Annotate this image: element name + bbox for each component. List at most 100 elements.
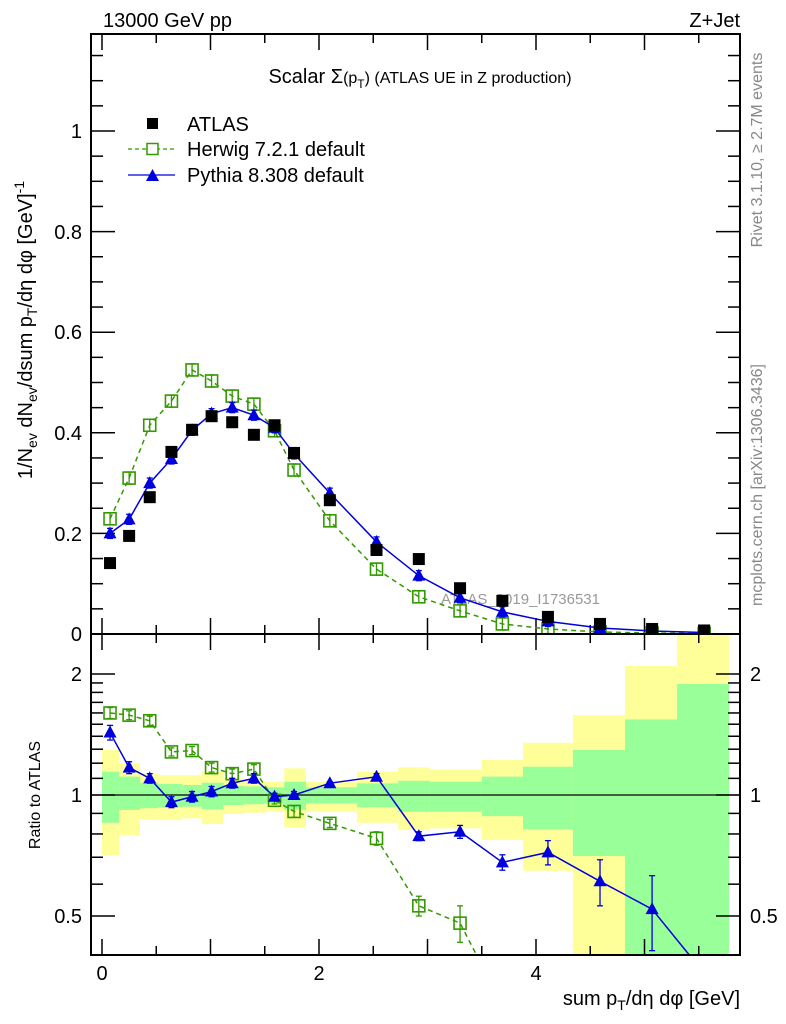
green-band-bin [429,781,482,812]
energy-label: 13000 GeV pp [103,10,232,32]
pythia-point [412,829,426,842]
pythia-point [453,590,467,603]
pythia-point [495,855,509,868]
herwig-point [369,831,384,846]
green-band-bin [522,766,573,830]
ratio-tick-label: 2 [71,664,82,686]
atlas-point [143,491,156,504]
atlas-point [454,582,467,595]
plot-frame [90,33,741,956]
green-band-bin [481,776,523,817]
rivet-version-label: Rivet 3.1.10, ≥ 2.7M events [749,53,766,248]
ratio-series [103,706,690,955]
green-band-bin [572,750,625,857]
herwig-point [412,589,426,604]
herwig-point [287,463,301,477]
ratio-tick-label: 0.5 [54,906,82,928]
herwig-point [412,899,426,913]
herwig-point [453,604,467,618]
herwig-line [109,368,705,634]
process-label: Z+Jet [689,10,740,32]
ratio-tick-label-right: 2 [750,664,761,686]
atlas-point [205,410,218,423]
atlas-point [646,622,659,634]
atlas-point [698,624,711,634]
pythia-point [370,769,384,782]
y-tick-label: 1 [71,121,82,143]
atlas-point [323,494,336,507]
pythia-point [122,760,136,773]
herwig-point [122,471,136,485]
atlas-point [288,446,301,459]
herwig-point [103,706,117,720]
pythia-point [287,788,301,800]
green-band-bin [398,780,430,812]
legend-label: Pythia 8.308 default [187,165,364,187]
herwig-point [323,514,337,528]
green-band-bin [677,683,730,955]
green-band-bin [119,776,140,810]
x-tick-label: 4 [530,963,541,985]
legend-herwig-marker [146,142,159,156]
atlas-point [370,543,383,556]
herwig-point [185,743,199,758]
pythia-line [109,406,705,634]
pythia-point [247,408,261,421]
main-series [103,363,711,634]
herwig-point [103,512,117,526]
pythia-point [495,604,509,617]
ratio-y-axis-label: Ratio to ATLAS [27,741,44,849]
atlas-point [186,423,199,436]
atlas-point [541,610,554,623]
herwig-point [185,363,199,377]
pythia-point [103,725,117,738]
y-tick-label: 0.6 [54,322,82,344]
pythia-point [143,771,157,784]
ratio-tick-label: 1 [71,785,82,807]
atlas-point [594,617,607,630]
herwig-point [287,804,301,819]
green-band-bin [624,719,678,955]
legend: ATLAS Herwig 7.2.1 default Pythia 8.308 … [128,114,365,187]
pythia-point [412,568,426,581]
atlas-point [226,416,239,429]
pythia-point [143,476,157,489]
atlas-point [268,419,281,432]
legend-label: Herwig 7.2.1 default [187,139,365,161]
herwig-point [164,394,179,408]
pythia-point [453,824,467,837]
pythia-point [122,512,136,525]
pythia-point [541,845,555,858]
herwig-point [142,418,157,433]
analysis-watermark: ATLAS_2019_I1736531 [441,591,600,608]
green-band-bin [102,771,120,823]
atlas-point [247,428,260,441]
atlas-point [412,553,425,566]
y-axis-label: 1/Nev dNev/dsum pT/dη dφ [GeV]-1 [11,181,40,479]
herwig-point [164,745,179,759]
herwig-point [204,760,219,775]
ratio-tick-label-right: 0.5 [750,906,778,928]
y-tick-label: 0.2 [54,524,82,546]
pythia-point [593,874,607,887]
pythia-point [370,534,384,547]
pythia-point [225,776,239,789]
legend-atlas-marker [147,118,158,129]
herwig-point [204,374,219,388]
x-tick-label: 2 [313,963,324,985]
mcplots-label: mcplots.cern.ch [arXiv:1306.3436] [749,364,766,606]
herwig-point [495,617,510,631]
legend-label: ATLAS [187,114,249,136]
x-axis-label: sum pT/dη dφ [GeV] [563,988,740,1013]
pythia-point [645,902,659,915]
x-tick-label: 0 [96,963,107,985]
herwig-point [323,816,337,831]
atlas-point [123,529,136,542]
herwig-point [453,916,467,930]
plot-title: Scalar Σ(pT) (ATLAS UE in Z production) [268,66,571,91]
y-tick-label: 0.4 [54,423,82,445]
y-tick-label: 0.8 [54,222,82,244]
pythia-point [323,776,337,789]
pythia-point [164,451,178,464]
